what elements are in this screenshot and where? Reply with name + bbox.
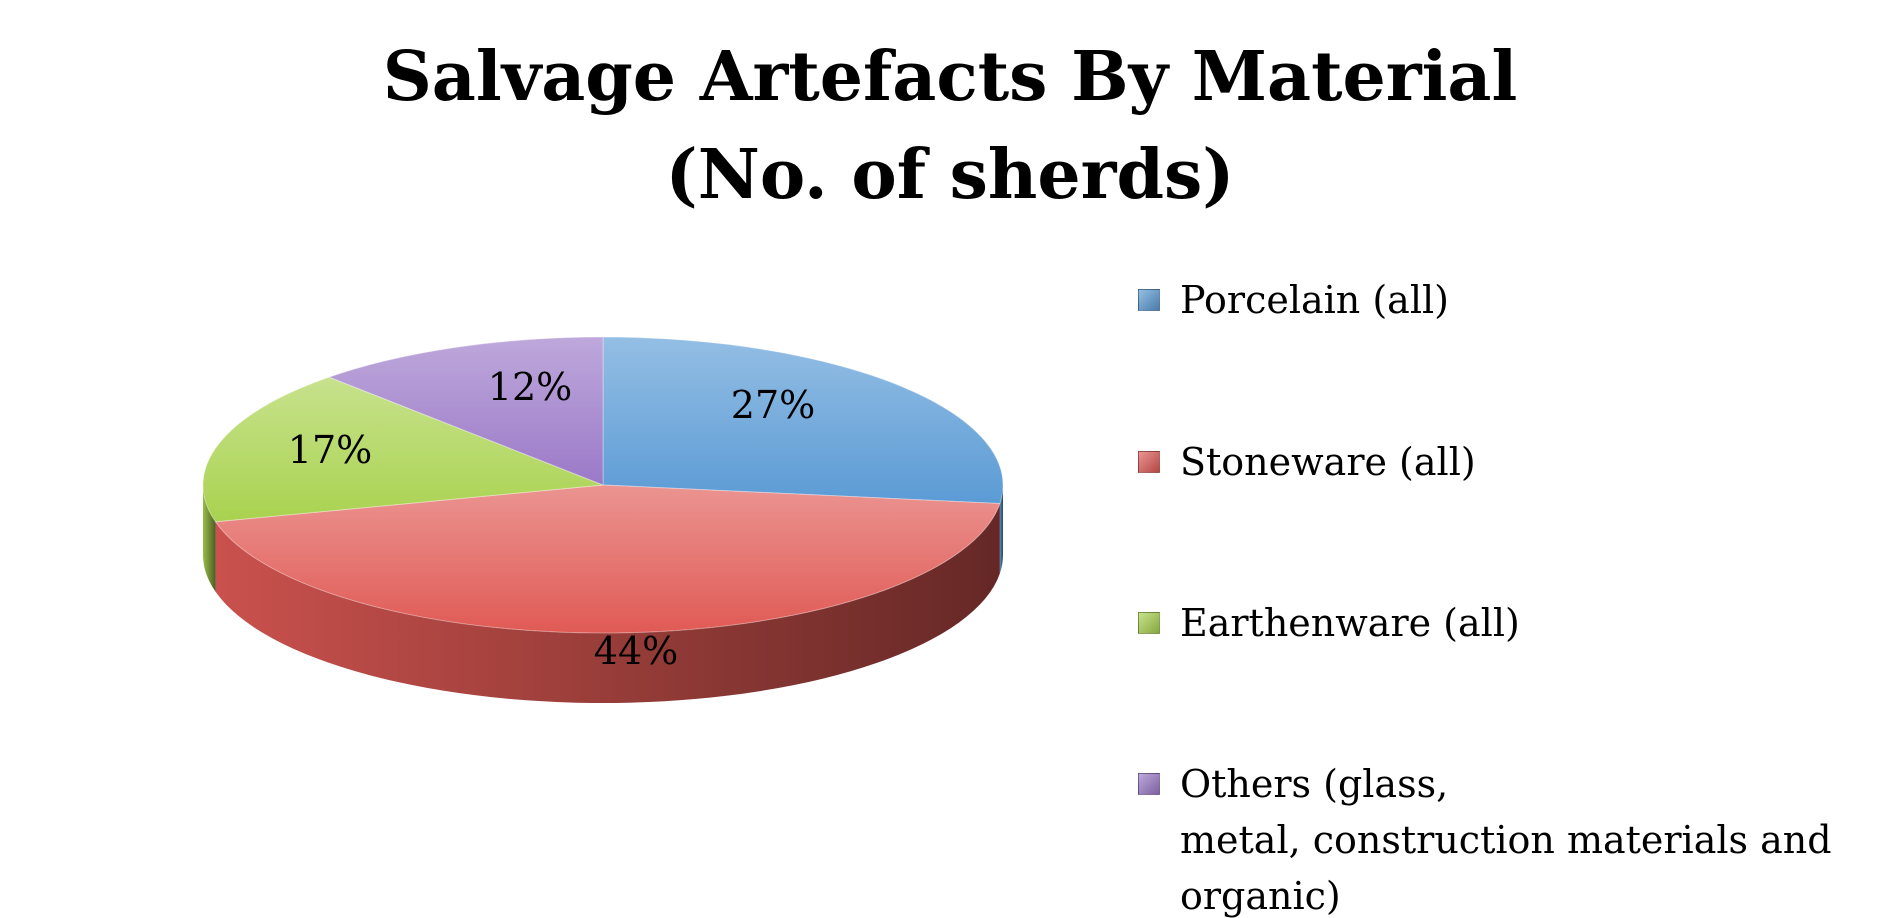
pie-side-2 bbox=[203, 485, 216, 592]
pie-side-1 bbox=[215, 503, 1000, 703]
pie-slice-3 bbox=[327, 336, 604, 486]
chart-title-line-2: (No. of sherds) bbox=[665, 135, 1235, 215]
legend-swatch-2 bbox=[1138, 612, 1160, 634]
data-label-2: 17% bbox=[288, 428, 372, 472]
legend-swatch-3 bbox=[1138, 773, 1160, 795]
pie-sides bbox=[203, 485, 1003, 703]
pie-slice-0 bbox=[602, 336, 1004, 505]
legend-label-3: Others (glass, metal, construction mater… bbox=[1180, 762, 1832, 918]
data-label-3: 12% bbox=[488, 365, 572, 409]
legend-label-1: Stoneware (all) bbox=[1180, 440, 1476, 484]
chart-title-line-1: Salvage Artefacts By Material bbox=[382, 37, 1518, 117]
legend-label-2: Earthenware (all) bbox=[1180, 601, 1520, 645]
legend-swatch-0 bbox=[1138, 289, 1160, 311]
pie-slices bbox=[202, 336, 1004, 634]
legend-label-0: Porcelain (all) bbox=[1180, 278, 1449, 322]
pie-side-0 bbox=[999, 485, 1003, 574]
legend-swatch-1 bbox=[1138, 451, 1160, 473]
pie-slice-1 bbox=[214, 484, 1001, 634]
pie-slice-2 bbox=[202, 376, 604, 523]
data-label-0: 27% bbox=[731, 383, 815, 427]
data-label-1: 44% bbox=[594, 629, 678, 673]
chart-title: Salvage Artefacts By Material (No. of sh… bbox=[0, 28, 1900, 224]
